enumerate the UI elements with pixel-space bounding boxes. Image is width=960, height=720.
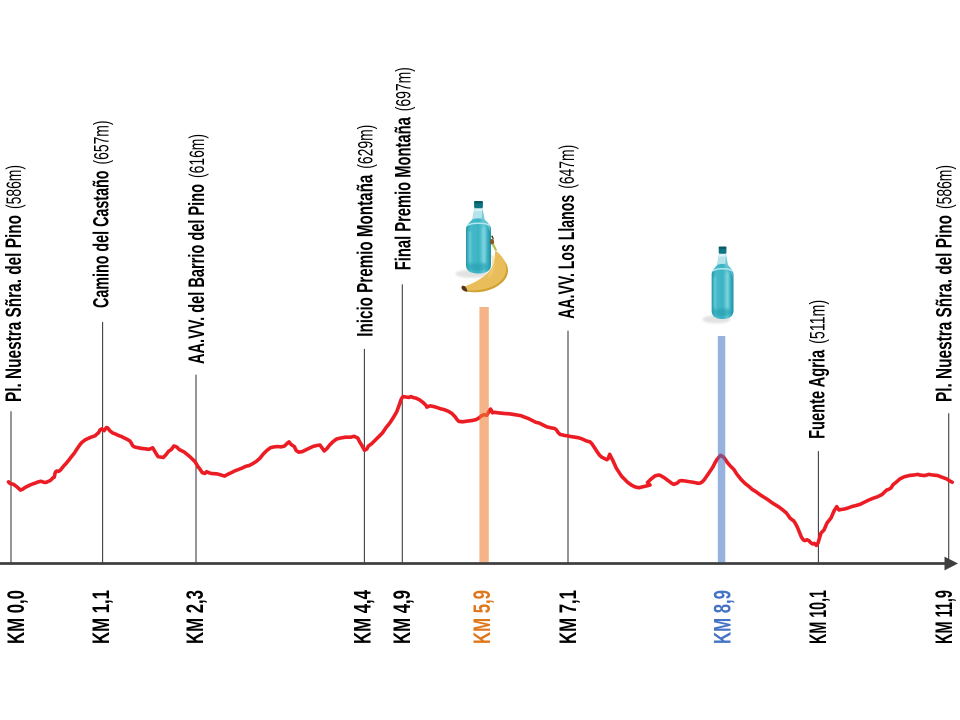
svg-text:KM 4,4: KM 4,4: [350, 590, 377, 644]
svg-text:KM 7,1: KM 7,1: [555, 590, 582, 644]
svg-text:Pl. Nuestra Sñra. del Pino: Pl. Nuestra Sñra. del Pino: [932, 215, 957, 402]
svg-text:(616m): (616m): [186, 134, 209, 178]
svg-text:KM 1,1: KM 1,1: [88, 590, 115, 644]
svg-text:Fuente Agria: Fuente Agria: [804, 349, 829, 439]
svg-text:(697m): (697m): [392, 67, 415, 111]
svg-text:(586m): (586m): [3, 165, 26, 209]
svg-text:KM 11,9: KM 11,9: [931, 590, 958, 644]
svg-text:KM 2,3: KM 2,3: [182, 590, 209, 644]
svg-text:KM 5,9: KM 5,9: [469, 590, 496, 644]
svg-text:(647m): (647m): [556, 145, 579, 189]
svg-text:KM 8,9: KM 8,9: [710, 590, 737, 644]
svg-text:Inicio Premio Montaña: Inicio Premio Montaña: [353, 174, 378, 337]
svg-text:KM 10,1: KM 10,1: [805, 590, 832, 644]
svg-text:AA.VV. Los Llanos: AA.VV. Los Llanos: [554, 195, 579, 319]
svg-text:Final Premio Montaña: Final Premio Montaña: [390, 117, 415, 271]
svg-text:(511m): (511m): [806, 300, 829, 344]
svg-text:AA.VV. del Barrio del Pino: AA.VV. del Barrio del Pino: [184, 184, 209, 364]
svg-text:KM 4,9: KM 4,9: [389, 590, 416, 644]
svg-text:(629m): (629m): [355, 125, 378, 169]
svg-text:(586m): (586m): [934, 165, 957, 209]
svg-text:(657m): (657m): [91, 121, 114, 165]
svg-text:Pl. Nuestra Sñra. del Pino: Pl. Nuestra Sñra. del Pino: [1, 215, 26, 402]
svg-text:KM 0,0: KM 0,0: [3, 590, 30, 644]
svg-text:Camino del Castaño: Camino del Castaño: [89, 171, 114, 309]
